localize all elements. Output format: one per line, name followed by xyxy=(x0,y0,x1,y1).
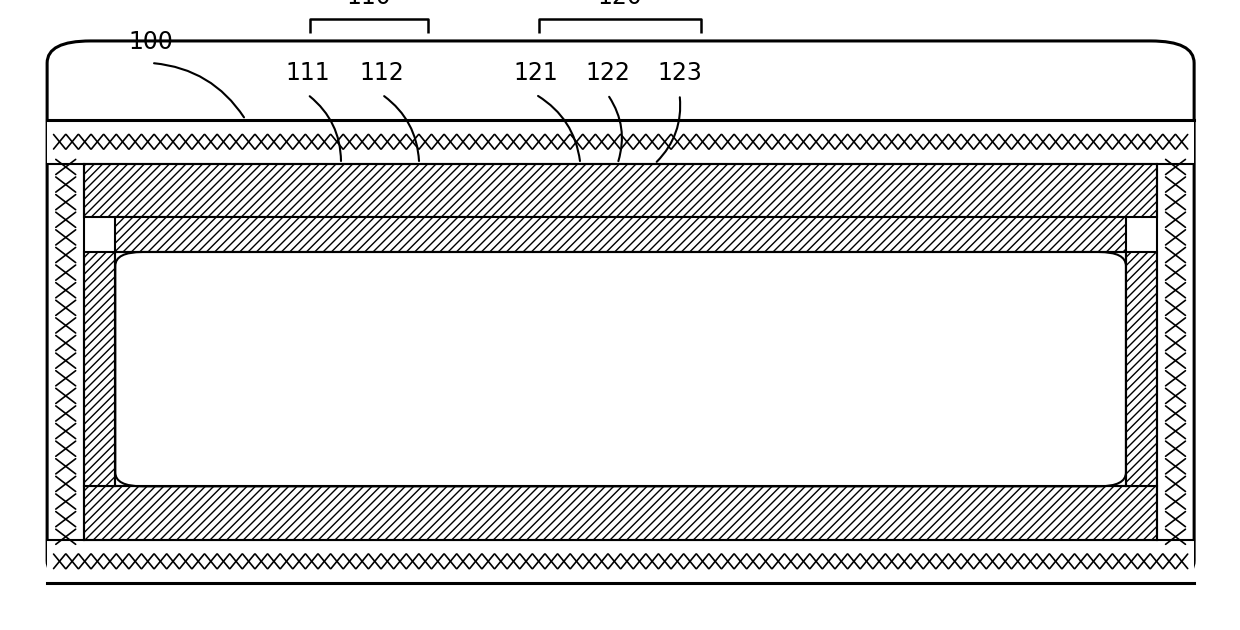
FancyBboxPatch shape xyxy=(47,41,1194,583)
Bar xyxy=(115,217,1126,252)
Bar xyxy=(84,164,1157,217)
Bar xyxy=(84,252,115,486)
Bar xyxy=(47,120,1194,164)
Bar xyxy=(1126,252,1157,486)
Text: 121: 121 xyxy=(513,61,558,85)
FancyBboxPatch shape xyxy=(115,252,1126,486)
Text: 111: 111 xyxy=(285,61,330,85)
Text: 100: 100 xyxy=(129,30,174,54)
Text: 110: 110 xyxy=(346,0,392,9)
Bar xyxy=(47,540,1194,583)
Text: 123: 123 xyxy=(657,61,702,85)
Text: 122: 122 xyxy=(585,61,630,85)
Bar xyxy=(84,486,1157,540)
Text: 112: 112 xyxy=(360,61,404,85)
Text: 120: 120 xyxy=(598,0,642,9)
